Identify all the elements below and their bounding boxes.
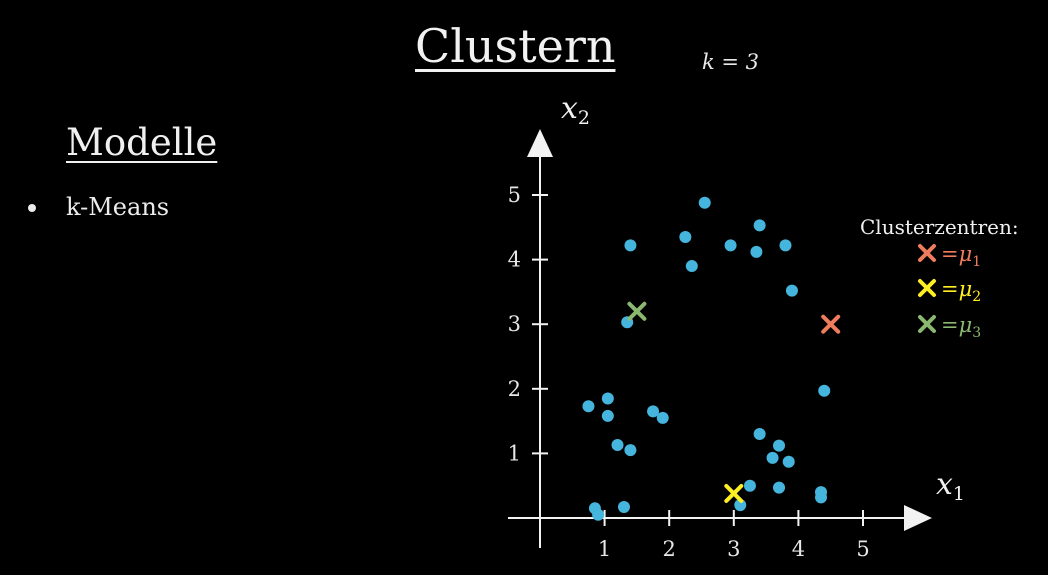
data-point bbox=[647, 405, 660, 418]
centroid-marker bbox=[724, 483, 744, 503]
y-tick-label: 5 bbox=[508, 183, 521, 207]
legend-cross-icon bbox=[918, 244, 936, 262]
legend-cross-icon bbox=[918, 279, 936, 297]
cross-stroke bbox=[821, 314, 841, 334]
list-item: k-Means bbox=[28, 193, 169, 221]
data-point bbox=[592, 508, 605, 521]
cross-stroke bbox=[918, 244, 936, 262]
data-point bbox=[773, 481, 786, 494]
data-point bbox=[685, 260, 698, 273]
data-point bbox=[743, 479, 756, 492]
data-point bbox=[734, 499, 747, 512]
page-title: Clustern bbox=[415, 19, 616, 73]
y-axis-arrow bbox=[527, 129, 553, 157]
data-point bbox=[656, 411, 669, 424]
y-tick-label: 3 bbox=[508, 312, 521, 336]
data-point bbox=[753, 219, 766, 232]
data-point bbox=[766, 451, 779, 464]
data-point bbox=[698, 196, 711, 209]
chart-ticks: 1 2 3 4 5 1 2 3 4 5 bbox=[508, 183, 870, 561]
data-point bbox=[601, 409, 614, 422]
k-parameter-label: k = 3 bbox=[702, 50, 760, 74]
data-point bbox=[785, 284, 798, 297]
chart-axes bbox=[508, 129, 932, 548]
x-axis-arrow bbox=[904, 505, 932, 531]
data-point bbox=[582, 400, 595, 413]
legend-title: Clusterzentren: bbox=[860, 215, 1019, 239]
centroid-marker bbox=[627, 301, 647, 321]
legend-cross-icon bbox=[918, 315, 936, 333]
cross-stroke bbox=[627, 301, 647, 321]
x-tick-label: 4 bbox=[792, 537, 805, 561]
chart-points bbox=[582, 196, 831, 521]
data-point bbox=[815, 491, 828, 504]
y-tick-label: 1 bbox=[508, 441, 521, 465]
data-point bbox=[779, 239, 792, 252]
data-point bbox=[818, 384, 831, 397]
x-tick-label: 1 bbox=[598, 537, 611, 561]
y-axis-title: x2 bbox=[561, 91, 590, 129]
data-point bbox=[782, 455, 795, 468]
models-list: k-Means bbox=[28, 193, 169, 221]
x-tick-label: 5 bbox=[856, 537, 869, 561]
list-item-label: k-Means bbox=[66, 193, 170, 221]
data-point bbox=[724, 239, 737, 252]
data-point bbox=[773, 439, 786, 452]
x-tick-label: 2 bbox=[663, 537, 676, 561]
data-point bbox=[611, 439, 624, 452]
data-point bbox=[679, 230, 692, 243]
data-point bbox=[753, 428, 766, 441]
legend-entry: =μ3 bbox=[941, 313, 981, 341]
legend-entry: =μ2 bbox=[941, 277, 981, 305]
models-heading: Modelle bbox=[66, 121, 218, 164]
bullet-icon bbox=[28, 204, 36, 212]
cross-stroke bbox=[918, 279, 936, 297]
data-point bbox=[624, 239, 637, 252]
centroid-marker bbox=[821, 314, 841, 334]
data-point bbox=[624, 444, 637, 457]
y-tick-label: 2 bbox=[508, 377, 521, 401]
chart-legend: Clusterzentren: =μ1 =μ2 =μ3 bbox=[860, 215, 1019, 341]
y-tick-label: 4 bbox=[508, 248, 521, 272]
chart-centroids bbox=[627, 301, 841, 503]
data-point bbox=[601, 392, 614, 405]
x-axis-title: x1 bbox=[936, 467, 965, 505]
cross-stroke bbox=[918, 315, 936, 333]
cross-stroke bbox=[724, 483, 744, 503]
legend-entry: =μ1 bbox=[941, 242, 981, 270]
x-tick-label: 3 bbox=[727, 537, 740, 561]
data-point bbox=[617, 501, 630, 514]
data-point bbox=[750, 245, 763, 258]
